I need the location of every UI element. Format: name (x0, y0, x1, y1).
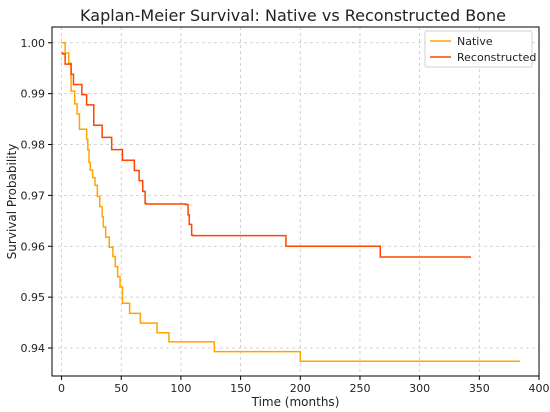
ticks: 0 50 100 150 200 250 300 350 400 0.94 0.95 0.96 0.97… (21, 37, 550, 395)
x-tick-label: 0 (58, 382, 65, 395)
series-group (61, 42, 520, 362)
plot-frame (51, 26, 540, 377)
y-tick-label: 0.95 (21, 291, 46, 304)
y-tick-label: 0.96 (21, 240, 46, 253)
x-tick-label: 400 (529, 382, 550, 395)
y-tick-label: 0.94 (21, 342, 46, 355)
grid (52, 27, 540, 376)
y-axis-title: Survival Probability (5, 144, 19, 260)
x-axis-title: Time (months) (251, 395, 340, 409)
x-tick-label: 150 (230, 382, 251, 395)
x-tick-label: 200 (290, 382, 311, 395)
y-tick-label: 0.97 (21, 189, 46, 202)
legend-label: Reconstructed (457, 51, 536, 64)
x-tick-label: 300 (409, 382, 430, 395)
legend-label: Native (457, 35, 493, 48)
y-tick-label: 1.00 (21, 37, 46, 50)
x-tick-label: 250 (349, 382, 370, 395)
legend: Native Reconstructed (424, 30, 536, 68)
x-tick-label: 350 (469, 382, 490, 395)
series-line-reconstructed (61, 52, 471, 258)
y-tick-label: 0.99 (21, 88, 46, 101)
legend-box (424, 30, 533, 68)
series-line-native (61, 42, 520, 362)
chart-title: Kaplan-Meier Survival: Native vs Reconst… (80, 6, 506, 25)
y-tick-label: 0.98 (21, 139, 46, 152)
x-tick-label: 50 (114, 382, 128, 395)
x-tick-label: 100 (170, 382, 191, 395)
